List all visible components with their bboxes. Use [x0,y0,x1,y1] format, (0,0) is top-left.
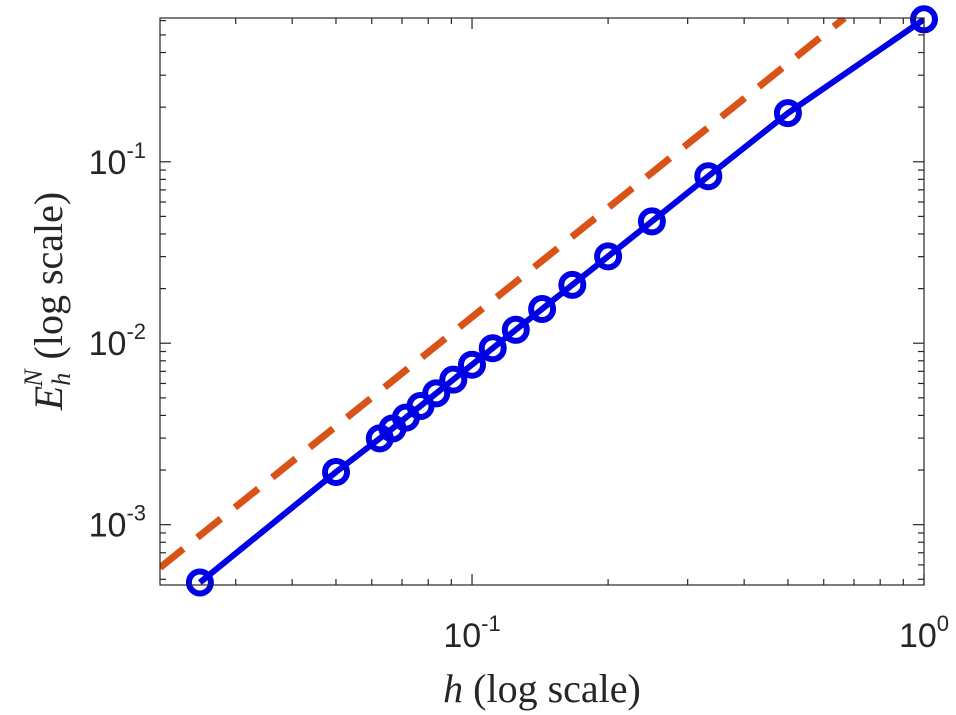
x-axis-label: h (log scale) [443,666,641,711]
data-point-marker [422,379,451,408]
y-tick-label: 10-2 [89,319,146,363]
y-tick-label: 10-3 [89,501,146,545]
data-point-marker [322,458,350,486]
reference-slope-line [160,18,847,571]
data-point-marker [458,350,486,379]
data-point-marker [439,365,468,394]
tick-labels: 10-1 100 10-3 10-2 10-1 [89,138,949,655]
data-point-marker [637,207,666,236]
minor-ticks [160,18,924,585]
data-point-marker [773,99,802,128]
data-point-marker [694,162,723,191]
marker-layer [185,5,938,597]
plot-frame [159,17,925,586]
data-point-marker [478,334,507,363]
plot-area [160,18,924,585]
data-point-marker [185,568,214,597]
data-point-marker [501,315,530,344]
data-point-marker [558,270,587,299]
y-axis-label: EhN (log scale) [19,192,76,411]
y-tick-label: 10-1 [89,138,146,182]
data-point-marker [528,295,557,323]
x-tick-label: 10-1 [443,611,500,655]
data-point-marker [594,242,623,271]
x-tick-label: 100 [899,611,949,655]
